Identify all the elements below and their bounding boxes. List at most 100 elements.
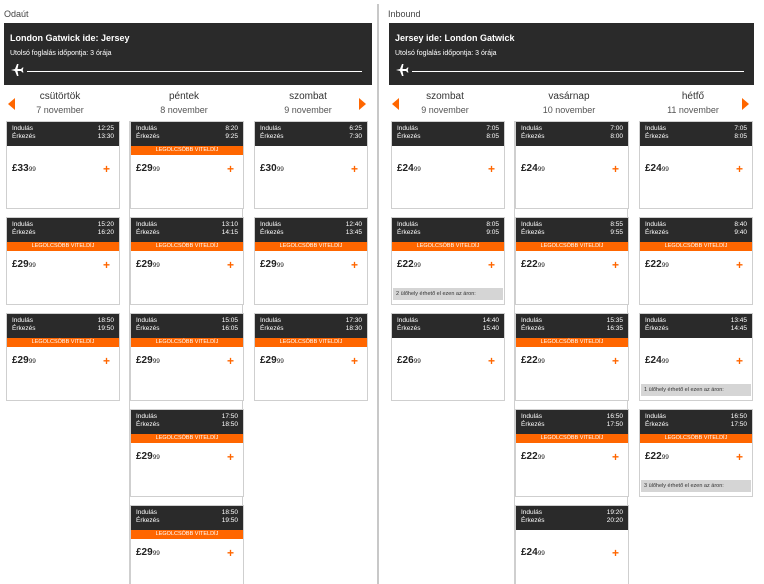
fare-price: £2499	[397, 163, 421, 174]
add-flight-plus-icon[interactable]: +	[350, 258, 358, 272]
flight-card[interactable]: Indulás 13:45 Érkezés 14:45 £2499 +1 ülőhely …	[639, 313, 753, 401]
add-flight-plus-icon[interactable]: +	[226, 546, 234, 560]
fare-price: £2999	[260, 355, 284, 366]
day-header[interactable]: szombat 9 november	[389, 91, 501, 116]
add-flight-plus-icon[interactable]: +	[611, 354, 619, 368]
add-flight-plus-icon[interactable]: +	[611, 546, 619, 560]
add-flight-plus-icon[interactable]: +	[735, 450, 743, 464]
flight-card[interactable]: Indulás 17:30 Érkezés 18:30 LEGOLCSÓBB VITEL…	[254, 313, 368, 401]
flight-card[interactable]: Indulás 12:25 Érkezés 13:30 £3399 +	[6, 121, 120, 209]
flight-card[interactable]: Indulás 15:35 Érkezés 16:35 LEGOLCSÓBB VITEL…	[515, 313, 629, 401]
fare-price: £2999	[260, 259, 284, 270]
add-flight-plus-icon[interactable]: +	[226, 450, 234, 464]
add-flight-plus-icon[interactable]: +	[487, 354, 495, 368]
next-days-arrow[interactable]	[359, 98, 366, 110]
flight-card[interactable]: Indulás 6:25 Érkezés 7:30 £3099 +	[254, 121, 368, 209]
flight-card[interactable]: Indulás 8:40 Érkezés 9:40 LEGOLCSÓBB VITELDÍ…	[639, 217, 753, 305]
flight-card[interactable]: Indulás 8:05 Érkezés 9:05 LEGOLCSÓBB VITELDÍ…	[391, 217, 505, 305]
arrive-time: 16:05	[221, 325, 238, 332]
flight-card[interactable]: Indulás 8:55 Érkezés 9:55 LEGOLCSÓBB VITELDÍ…	[515, 217, 629, 305]
flight-card[interactable]: Indulás 19:20 Érkezés 20:20 £2499 +	[515, 505, 629, 584]
cheapest-fare-badge: LEGOLCSÓBB VITELDÍJ	[516, 338, 628, 347]
plane-icon	[11, 64, 24, 76]
fare-price: £2299	[397, 259, 421, 270]
arrive-label: Érkezés	[521, 325, 545, 332]
add-flight-plus-icon[interactable]: +	[611, 162, 619, 176]
add-flight-plus-icon[interactable]: +	[226, 354, 234, 368]
prev-days-arrow[interactable]	[8, 98, 15, 110]
arrive-time: 13:45	[345, 229, 362, 236]
arrive-label: Érkezés	[12, 133, 36, 140]
flight-card[interactable]: Indulás 7:05 Érkezés 8:05 £2499 +	[391, 121, 505, 209]
add-flight-plus-icon[interactable]: +	[735, 354, 743, 368]
add-flight-plus-icon[interactable]: +	[611, 450, 619, 464]
fare-price-main: £29	[136, 355, 153, 366]
flight-card[interactable]: Indulás 7:05 Érkezés 8:05 £2499 +	[639, 121, 753, 209]
fare-price: £2499	[645, 355, 669, 366]
fare-price-main: £29	[136, 259, 153, 270]
add-flight-plus-icon[interactable]: +	[102, 162, 110, 176]
depart-time: 7:00	[610, 125, 623, 132]
flight-card[interactable]: Indulás 12:40 Érkezés 13:45 LEGOLCSÓBB VITEL…	[254, 217, 368, 305]
add-flight-plus-icon[interactable]: +	[226, 258, 234, 272]
fare-price: £2999	[136, 355, 160, 366]
depart-label: Indulás	[521, 317, 542, 324]
fare-price-main: £29	[136, 451, 153, 462]
add-flight-plus-icon[interactable]: +	[350, 354, 358, 368]
arrive-label: Érkezés	[645, 325, 669, 332]
day-date: 7 november	[36, 105, 84, 115]
flight-times: Indulás 15:20 Érkezés 16:20	[7, 218, 119, 242]
add-flight-plus-icon[interactable]: +	[350, 162, 358, 176]
day-header[interactable]: vasárnap 10 november	[513, 91, 625, 116]
fare-price-pence: 99	[152, 358, 160, 365]
flight-card[interactable]: Indulás 15:20 Érkezés 16:20 LEGOLCSÓBB VITEL…	[6, 217, 120, 305]
fare-price-pence: 99	[661, 262, 669, 269]
arrive-label: Érkezés	[645, 133, 669, 140]
arrive-label: Érkezés	[136, 325, 160, 332]
prev-days-arrow[interactable]	[392, 98, 399, 110]
flight-card[interactable]: Indulás 17:50 Érkezés 18:50 LEGOLCSÓBB VITEL…	[130, 409, 244, 497]
fare-price-pence: 99	[537, 454, 545, 461]
flight-times: Indulás 19:20 Érkezés 20:20	[516, 506, 628, 530]
flight-times: Indulás 17:30 Érkezés 18:30	[255, 314, 367, 338]
depart-time: 17:30	[345, 317, 362, 324]
flight-card[interactable]: Indulás 16:50 Érkezés 17:50 LEGOLCSÓBB VITEL…	[515, 409, 629, 497]
flight-times: Indulás 18:50 Érkezés 19:50	[7, 314, 119, 338]
fare-price-main: £33	[12, 163, 29, 174]
flight-card[interactable]: Indulás 15:05 Érkezés 16:05 LEGOLCSÓBB VITEL…	[130, 313, 244, 401]
arrive-label: Érkezés	[521, 517, 545, 524]
day-header[interactable]: hétfő 11 november	[637, 91, 749, 116]
add-flight-plus-icon[interactable]: +	[226, 162, 234, 176]
add-flight-plus-icon[interactable]: +	[102, 354, 110, 368]
add-flight-plus-icon[interactable]: +	[487, 162, 495, 176]
add-flight-plus-icon[interactable]: +	[487, 258, 495, 272]
flight-card[interactable]: Indulás 8:20 Érkezés 9:25 LEGOLCSÓBB VITELDÍ…	[130, 121, 244, 209]
day-header[interactable]: szombat 9 november	[252, 91, 364, 116]
add-flight-plus-icon[interactable]: +	[102, 258, 110, 272]
add-flight-plus-icon[interactable]: +	[611, 258, 619, 272]
flight-card[interactable]: Indulás 16:50 Érkezés 17:50 LEGOLCSÓBB VITEL…	[639, 409, 753, 497]
flight-card[interactable]: Indulás 13:10 Érkezés 14:15 LEGOLCSÓBB VITEL…	[130, 217, 244, 305]
fare-price-main: £29	[12, 355, 29, 366]
inbound-title: Inbound	[388, 9, 421, 19]
day-header[interactable]: csütörtök 7 november	[4, 91, 116, 116]
fare-price-pence: 99	[28, 358, 36, 365]
day-date: 9 november	[421, 105, 469, 115]
plane-icon	[396, 64, 409, 76]
arrive-label: Érkezés	[645, 229, 669, 236]
fare-price: £2299	[521, 355, 545, 366]
flight-card[interactable]: Indulás 7:00 Érkezés 8:00 £2499 +	[515, 121, 629, 209]
add-flight-plus-icon[interactable]: +	[735, 258, 743, 272]
inbound-route-name: Jersey ide: London Gatwick	[395, 33, 515, 43]
depart-label: Indulás	[645, 317, 666, 324]
add-flight-plus-icon[interactable]: +	[735, 162, 743, 176]
depart-label: Indulás	[260, 221, 281, 228]
day-header[interactable]: péntek 8 november	[128, 91, 240, 116]
flight-card[interactable]: Indulás 18:50 Érkezés 19:50 LEGOLCSÓBB VITEL…	[6, 313, 120, 401]
flight-card[interactable]: Indulás 14:40 Érkezés 15:40 £2699 +	[391, 313, 505, 401]
flight-card[interactable]: Indulás 18:50 Érkezés 19:50 LEGOLCSÓBB VITEL…	[130, 505, 244, 584]
fare-price-main: £24	[521, 547, 538, 558]
depart-time: 15:35	[606, 317, 623, 324]
fare-price-main: £29	[136, 163, 153, 174]
next-days-arrow[interactable]	[742, 98, 749, 110]
